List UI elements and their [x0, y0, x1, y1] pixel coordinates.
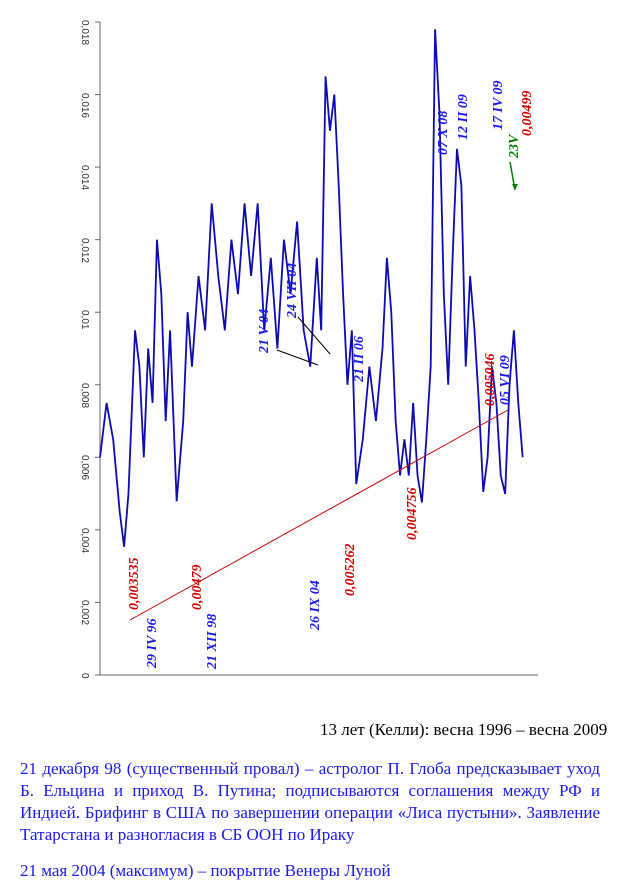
annotation-date: 29 IV 96 [145, 618, 161, 668]
chart-area: 0 0,002 0,004 0,006 0,008 0,01 0,012 0,014 0,016… [60, 10, 550, 710]
paragraph-may2004: 21 мая 2004 (максимум) – покрытие Венеры… [20, 860, 600, 882]
y-tick-label: 0,008 [79, 383, 90, 408]
y-tick-label: 0 [79, 673, 90, 679]
annotation-value: 0,004756 [405, 488, 421, 541]
annotation-date: 21 XII 98 [205, 614, 221, 669]
annotation-value: 0,005046 [483, 354, 499, 407]
annotation-date-green: 23V [507, 135, 523, 158]
annotation-date: 21 II 06 [352, 336, 368, 382]
annotation-value: 0,00479 [190, 565, 206, 611]
annotation-date: 05 VI 09 [498, 355, 514, 405]
annotation-date: 21 V 04 [257, 309, 273, 353]
y-tick-label: 0,006 [79, 455, 90, 480]
y-tick-label: 0,018 [79, 20, 90, 45]
annotation-value: 0,003535 [127, 558, 143, 611]
y-tick-label: 0,012 [79, 238, 90, 263]
y-tick-label: 0,016 [79, 93, 90, 118]
y-tick-label: 0,014 [79, 165, 90, 190]
annotation-value: 0,00499 [520, 91, 536, 137]
y-tick-label: 0,004 [79, 528, 90, 553]
annotation-date: 17 IV 09 [491, 80, 507, 130]
annotation-date: 07 X 08 [436, 111, 452, 155]
chart-caption: 13 лет (Келли): весна 1996 – весна 2009 [320, 720, 607, 740]
paragraph-dec98: 21 декабря 98 (существенный провал) – ас… [20, 758, 600, 846]
annotation-date: 12 II 09 [456, 94, 472, 140]
annotation-date: 24 VII 04 [285, 263, 301, 318]
y-tick-label: 0,01 [79, 310, 90, 329]
page-root: 0 0,002 0,004 0,006 0,008 0,01 0,012 0,014 0,016… [0, 0, 620, 893]
annotations: 0 0,002 0,004 0,006 0,008 0,01 0,012 0,014 0,016… [60, 10, 550, 710]
y-tick-label: 0,002 [79, 600, 90, 625]
annotation-date: 26 IX 04 [308, 580, 324, 630]
annotation-value: 0,005262 [343, 544, 359, 597]
